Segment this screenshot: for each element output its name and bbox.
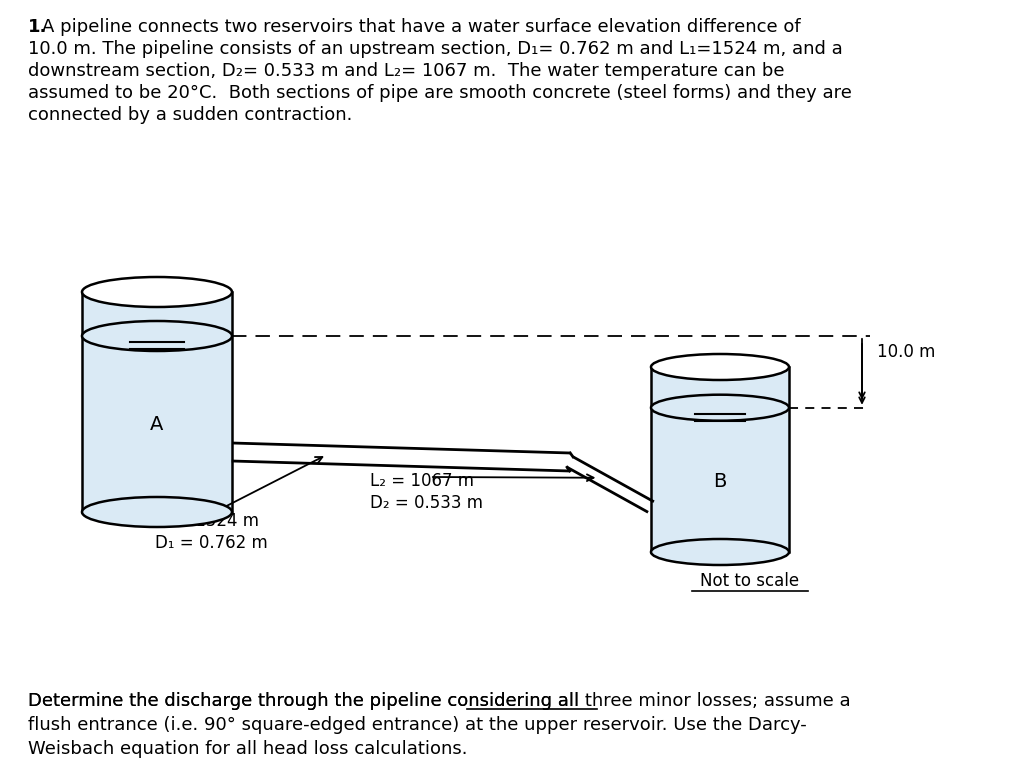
Text: B: B xyxy=(714,472,727,491)
Text: D₁ = 0.762 m: D₁ = 0.762 m xyxy=(155,534,267,552)
Text: Not to scale: Not to scale xyxy=(700,572,800,590)
Ellipse shape xyxy=(82,277,232,307)
Ellipse shape xyxy=(82,321,232,351)
Text: assumed to be 20°C.  Both sections of pipe are smooth concrete (steel forms) and: assumed to be 20°C. Both sections of pip… xyxy=(28,84,852,102)
Text: L₁ = 1524 m: L₁ = 1524 m xyxy=(155,512,259,530)
Text: L₂ = 1067 m: L₂ = 1067 m xyxy=(370,472,474,490)
Text: downstream section, D₂= 0.533 m and L₂= 1067 m.  The water temperature can be: downstream section, D₂= 0.533 m and L₂= … xyxy=(28,62,784,80)
Text: Determine the discharge through the pipeline considering all three minor losses;: Determine the discharge through the pipe… xyxy=(28,692,851,710)
Bar xyxy=(651,367,790,552)
Ellipse shape xyxy=(651,539,790,565)
Ellipse shape xyxy=(651,395,790,421)
Text: A pipeline connects two reservoirs that have a water surface elevation differenc: A pipeline connects two reservoirs that … xyxy=(42,18,801,36)
Bar xyxy=(82,292,232,512)
Text: A: A xyxy=(151,414,164,433)
Text: flush entrance (i.e. 90° square-edged entrance) at the upper reservoir. Use the : flush entrance (i.e. 90° square-edged en… xyxy=(28,716,807,734)
Text: Weisbach equation for all head loss calculations.: Weisbach equation for all head loss calc… xyxy=(28,740,468,758)
Text: 10.0 m: 10.0 m xyxy=(877,343,935,361)
Text: 1.: 1. xyxy=(28,18,47,36)
Text: D₂ = 0.533 m: D₂ = 0.533 m xyxy=(370,494,483,512)
Text: connected by a sudden contraction.: connected by a sudden contraction. xyxy=(28,106,352,124)
Ellipse shape xyxy=(651,354,790,380)
Ellipse shape xyxy=(82,497,232,527)
Text: 10.0 m. The pipeline consists of an upstream section, D₁= 0.762 m and L₁=1524 m,: 10.0 m. The pipeline consists of an upst… xyxy=(28,40,843,58)
Text: Determine the discharge through the pipeline considering all: Determine the discharge through the pipe… xyxy=(28,692,585,710)
Text: Determine the discharge through the pipeline considering all ̲t̲h̲r̲e̲e̲ ̲m̲i̲n̲: Determine the discharge through the pipe… xyxy=(28,692,851,710)
